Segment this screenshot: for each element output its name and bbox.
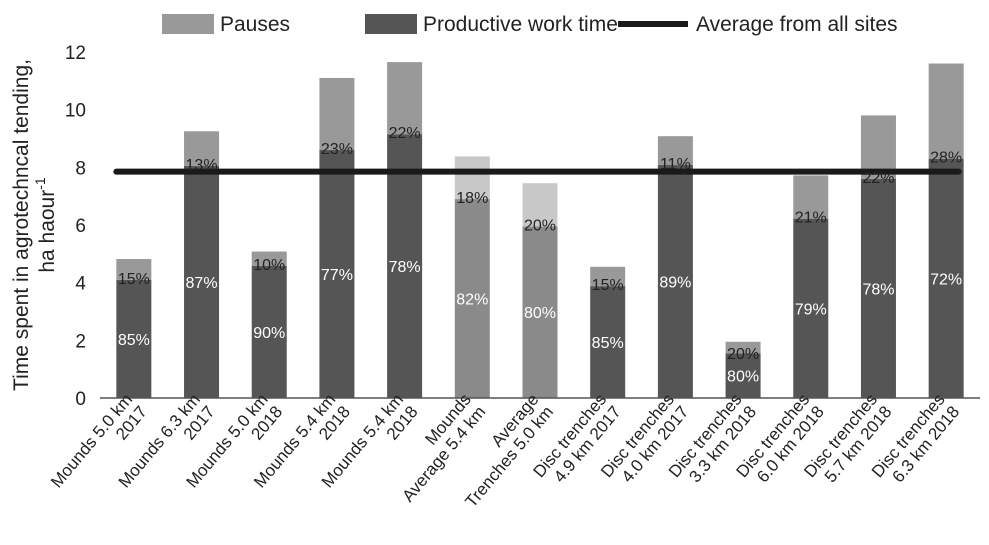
data-label-pauses-9: 20% — [727, 346, 759, 363]
bar-pauses-0 — [116, 259, 152, 280]
data-label-pauses-10: 21% — [795, 210, 827, 227]
data-label-productive-7: 85% — [592, 335, 624, 352]
data-label-pauses-2: 10% — [253, 257, 285, 274]
bars — [116, 62, 964, 399]
bar-productive-7 — [590, 286, 626, 398]
data-label-pauses-11: 22% — [862, 170, 894, 187]
bar-pauses-11 — [860, 115, 896, 179]
data-label-pauses-0: 15% — [118, 271, 150, 288]
y-tick-label-5: 10 — [65, 101, 86, 122]
bar-productive-4 — [387, 134, 423, 399]
y-axis: 0 2 4 6 8 10 12 — [65, 43, 87, 410]
bar-pauses-10 — [793, 175, 829, 219]
y-tick-label-2: 4 — [75, 274, 86, 295]
bar-pauses-9 — [725, 341, 761, 354]
bar-productive-8 — [657, 165, 693, 398]
bar-pauses-3 — [319, 77, 355, 151]
bar-productive-2 — [251, 265, 287, 398]
data-label-pauses-8: 11% — [660, 156, 691, 173]
legend-swatch-0 — [162, 14, 214, 34]
bar-productive-6 — [522, 226, 558, 398]
data-label-productive-5: 82% — [456, 292, 488, 309]
data-label-pauses-6: 20% — [524, 217, 556, 234]
data-label-productive-4: 78% — [389, 259, 421, 276]
data-labels: 85% 15% 87% 13% 90% 10% 77% 23% 78% 22% 82% 18% 80% 2… — [118, 125, 962, 385]
y-tick-label-4: 8 — [75, 158, 86, 179]
bar-productive-9 — [725, 353, 761, 398]
legend-swatch-1 — [365, 14, 417, 34]
y-axis-label-line-1: Time spent in agrotechncal tending, — [10, 59, 33, 391]
y-tick-label-3: 6 — [75, 216, 86, 237]
bar-pauses-2 — [251, 251, 287, 266]
data-label-pauses-4: 22% — [389, 125, 421, 142]
legend-label-2: Average from all sites — [696, 13, 898, 36]
svg-text:Time spent in agrotechncal ten: Time spent in agrotechncal tending, — [10, 59, 33, 391]
legend: Pauses Productive work time Average from a… — [162, 13, 898, 36]
bar-pauses-7 — [590, 266, 626, 287]
svg-text:ha haour-1: ha haour-1 — [32, 177, 59, 273]
bar-productive-1 — [184, 165, 220, 398]
bar-pauses-5 — [454, 156, 490, 200]
data-label-productive-6: 80% — [524, 305, 556, 322]
bar-productive-12 — [928, 158, 964, 398]
y-tick-label-0: 0 — [75, 389, 86, 410]
data-label-productive-0: 85% — [118, 332, 150, 349]
legend-label-0: Pauses — [220, 13, 290, 36]
bar-pauses-8 — [657, 136, 693, 166]
data-label-productive-1: 87% — [186, 275, 218, 292]
bar-productive-3 — [319, 150, 355, 398]
y-axis-label-line-2: ha haour-1 — [32, 177, 59, 273]
data-label-pauses-12: 28% — [930, 150, 962, 167]
data-label-pauses-7: 15% — [592, 277, 624, 294]
data-label-productive-8: 89% — [659, 275, 691, 292]
bar-productive-11 — [860, 178, 896, 398]
data-label-pauses-1: 13% — [186, 157, 218, 174]
data-label-productive-3: 77% — [321, 267, 353, 284]
data-label-pauses-3: 23% — [321, 141, 353, 158]
bar-pauses-12 — [928, 63, 964, 159]
data-label-productive-12: 72% — [930, 271, 962, 288]
bar-productive-0 — [116, 279, 152, 398]
data-label-productive-10: 79% — [795, 301, 827, 318]
y-axis-label: Time spent in agrotechncal tending, ha ha… — [10, 59, 59, 391]
bar-pauses-1 — [184, 131, 220, 166]
y-tick-label-1: 2 — [75, 331, 86, 352]
data-label-productive-11: 78% — [862, 281, 894, 298]
bar-pauses-4 — [387, 62, 423, 135]
bar-productive-5 — [454, 199, 490, 398]
y-tick-label-6: 12 — [65, 43, 86, 64]
data-label-pauses-5: 18% — [456, 190, 488, 207]
bar-productive-10 — [793, 218, 829, 398]
data-label-productive-9: 80% — [727, 369, 759, 386]
data-label-productive-2: 90% — [253, 325, 285, 342]
bar-pauses-6 — [522, 183, 558, 227]
legend-label-1: Productive work time — [423, 13, 618, 36]
